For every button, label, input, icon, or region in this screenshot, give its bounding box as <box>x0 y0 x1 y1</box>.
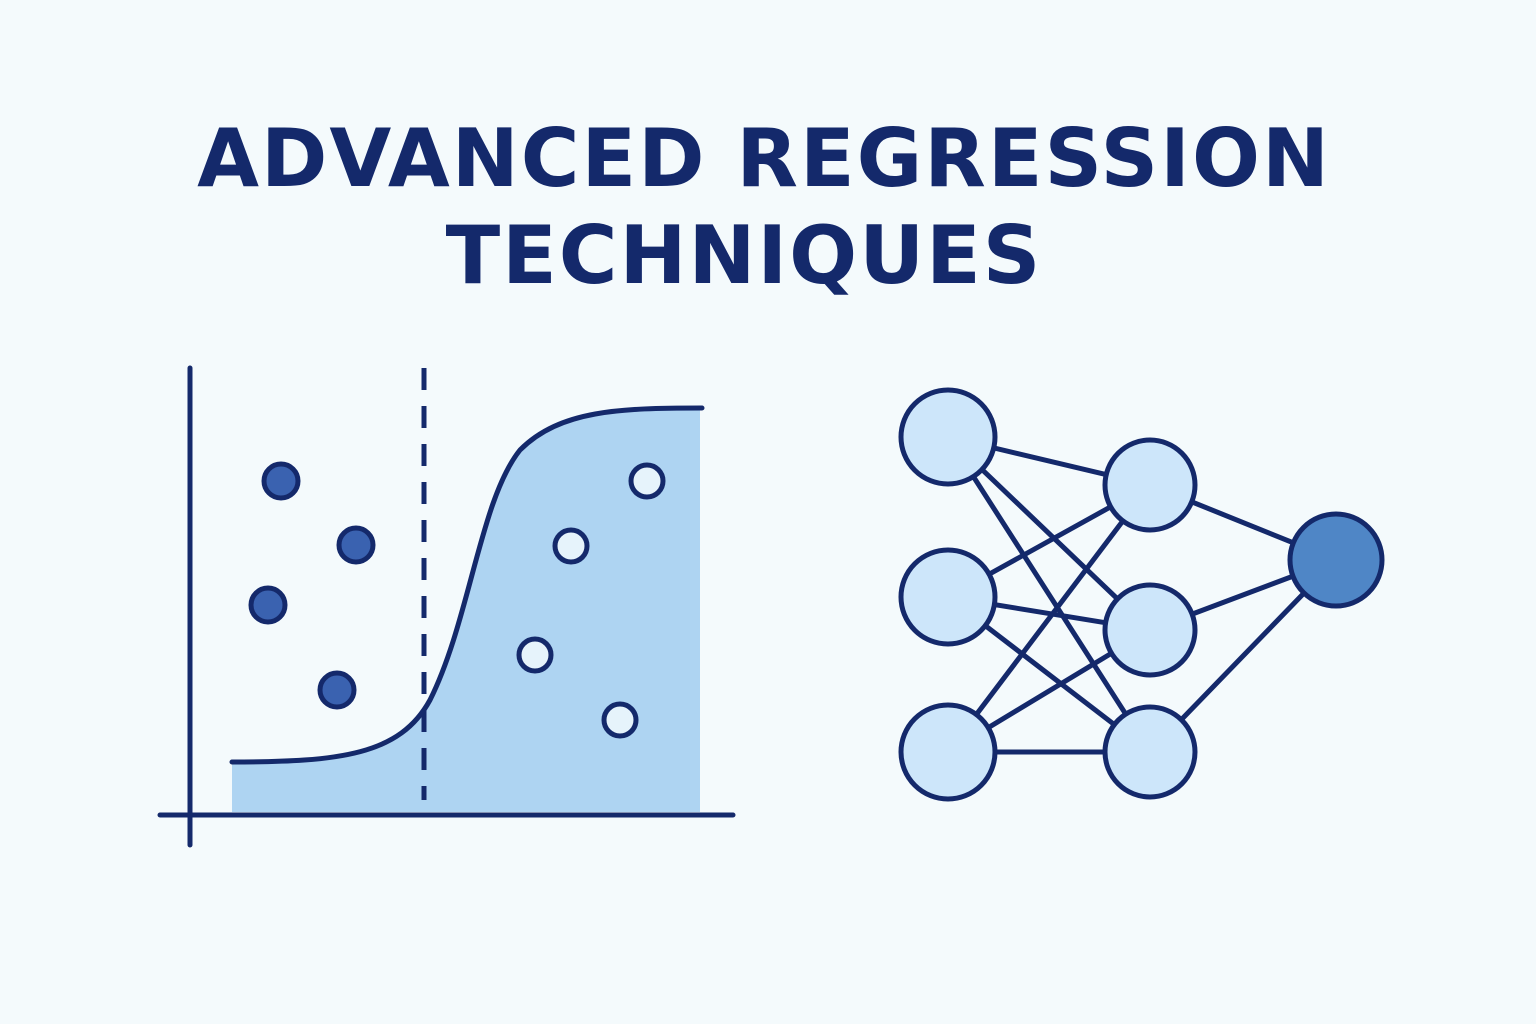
edge <box>946 483 1152 754</box>
input-node <box>898 387 998 487</box>
point <box>552 527 590 565</box>
hidden-node <box>1102 582 1198 678</box>
nodes <box>898 387 1385 802</box>
output-node <box>1287 511 1385 609</box>
title-line: TECHNIQUES <box>446 209 1043 302</box>
point <box>248 585 288 625</box>
point <box>336 525 376 565</box>
area-fill <box>232 408 700 812</box>
input-node <box>898 702 998 802</box>
hidden-node <box>1102 704 1198 800</box>
sigmoid-curve <box>229 405 705 765</box>
hidden-node <box>1102 437 1198 533</box>
class-a-points <box>248 461 376 710</box>
regression-plot <box>157 365 736 848</box>
class-b-points <box>516 462 666 739</box>
point <box>601 701 639 739</box>
point <box>261 461 301 501</box>
point <box>628 462 666 500</box>
title-line: ADVANCED REGRESSION <box>197 112 1331 205</box>
edge <box>945 435 1153 754</box>
point <box>516 636 554 674</box>
neural-network <box>898 387 1385 802</box>
point <box>317 670 357 710</box>
input-node <box>898 547 998 647</box>
